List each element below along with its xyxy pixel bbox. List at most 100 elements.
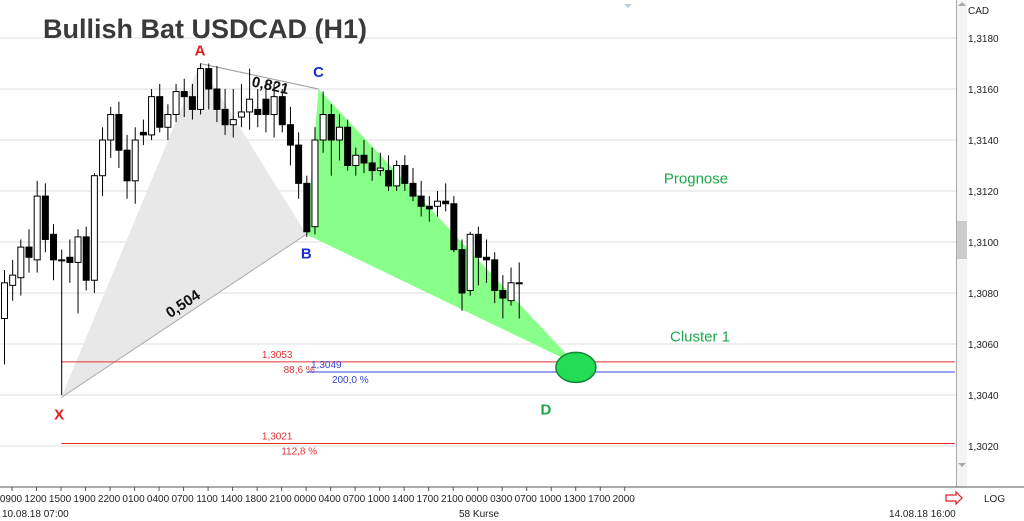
candle-bullish bbox=[319, 114, 327, 141]
y-tick-label: 1,3040 bbox=[968, 391, 999, 402]
candle-bullish bbox=[164, 114, 172, 128]
end-date-label: 14.08.18 16:00 bbox=[889, 509, 956, 520]
scroll-up-icon[interactable] bbox=[958, 2, 966, 6]
time-axis-area bbox=[0, 488, 1024, 521]
candle-bearish bbox=[474, 233, 482, 258]
candle-bearish bbox=[450, 203, 458, 251]
y-tick-label: 1,3060 bbox=[968, 340, 999, 351]
candle-bullish bbox=[434, 200, 442, 207]
x-tick-label: 1700 bbox=[588, 494, 611, 505]
start-date-label: 10.08.18 07:00 bbox=[2, 509, 69, 520]
candle-bullish bbox=[335, 126, 343, 141]
level-price-label: 1,3021 bbox=[262, 431, 293, 442]
candle-bullish bbox=[270, 96, 278, 116]
candle-bearish bbox=[278, 96, 286, 126]
candle-bullish bbox=[237, 111, 245, 118]
candle-bullish bbox=[17, 246, 25, 279]
y-tick-label: 1,3140 bbox=[968, 136, 999, 147]
candle-bullish bbox=[311, 139, 319, 228]
candle-bullish bbox=[197, 68, 205, 110]
candle-bearish bbox=[66, 256, 74, 263]
candle-bearish bbox=[139, 131, 147, 136]
candle-bullish bbox=[131, 139, 139, 182]
y-tick-label: 1,3160 bbox=[968, 85, 999, 96]
scale-mode-button[interactable]: LOG bbox=[984, 494, 1005, 505]
x-tick-label: 1000 bbox=[539, 494, 562, 505]
y-tick-label: 1,3100 bbox=[968, 238, 999, 249]
candle-bearish bbox=[254, 108, 262, 116]
x-tick-label: 2100 bbox=[269, 494, 292, 505]
candle-bearish bbox=[384, 170, 392, 187]
candle-bearish bbox=[180, 91, 188, 98]
candle-bearish bbox=[123, 149, 131, 182]
candle-bearish bbox=[409, 182, 417, 197]
levels-layer: 1,3053 88,6 %1,3049 200,0 % 1,3021 112,8 % bbox=[61, 350, 955, 457]
point-d-label: D bbox=[540, 401, 551, 418]
candle-bullish bbox=[148, 96, 156, 136]
candle-bearish bbox=[425, 205, 433, 210]
candle-bullish bbox=[9, 274, 17, 286]
candle-bearish bbox=[458, 249, 466, 294]
scroll-down-icon[interactable] bbox=[958, 463, 966, 467]
x-tick-label: 1100 bbox=[196, 494, 218, 505]
point-a-label: A bbox=[195, 43, 206, 60]
candle-bullish bbox=[107, 114, 115, 141]
x-tick-label: 0700 bbox=[171, 494, 194, 505]
candle-bearish bbox=[417, 195, 425, 207]
x-tick-label: 0100 bbox=[122, 494, 145, 505]
x-tick-label: 2000 bbox=[613, 494, 636, 505]
x-tick-label: 1400 bbox=[220, 494, 243, 505]
candle-bearish bbox=[82, 236, 90, 281]
candle-bullish bbox=[507, 282, 515, 302]
candle-bearish bbox=[286, 124, 294, 146]
candle-bullish bbox=[90, 175, 98, 281]
x-tick-label: 0000 bbox=[294, 494, 317, 505]
candle-bullish bbox=[1, 282, 8, 319]
collapse-chevron-icon[interactable] bbox=[624, 4, 632, 8]
candle-bearish bbox=[442, 200, 450, 205]
x-tick-label: 1000 bbox=[368, 494, 391, 505]
chart-title: Bullish Bat USDCAD (H1) bbox=[43, 14, 367, 44]
scrollbar-thumb[interactable] bbox=[957, 221, 967, 259]
candle-bullish bbox=[99, 139, 107, 177]
x-tick-label: 0700 bbox=[343, 494, 366, 505]
y-tick-label: 1,3020 bbox=[968, 442, 999, 453]
candle-bearish bbox=[499, 289, 507, 299]
scroll-right-arrow-icon[interactable] bbox=[945, 490, 963, 506]
currency-label: CAD bbox=[968, 6, 989, 17]
point-b-label: B bbox=[301, 245, 312, 262]
candles-layer bbox=[1, 63, 523, 395]
candle-bearish bbox=[221, 108, 229, 126]
candle-bearish bbox=[205, 68, 213, 90]
candle-bullish bbox=[376, 167, 384, 172]
candle-bullish bbox=[229, 119, 237, 126]
x-tick-label: 1200 bbox=[24, 494, 47, 505]
candle-bullish bbox=[172, 91, 180, 116]
x-tick-label: 0000 bbox=[466, 494, 489, 505]
y-tick-label: 1,3080 bbox=[968, 289, 999, 300]
candle-bearish bbox=[295, 144, 303, 184]
level-percent-label: 112,8 % bbox=[281, 446, 317, 457]
candle-bearish bbox=[401, 165, 409, 184]
candle-bullish bbox=[58, 259, 66, 262]
x-tick-label: 0400 bbox=[147, 494, 170, 505]
level-price-label: 1,3049 bbox=[311, 360, 342, 371]
x-tick-label: 0700 bbox=[515, 494, 538, 505]
candle-bearish bbox=[344, 126, 352, 166]
level-percent-label: 200,0 % bbox=[332, 375, 369, 386]
candle-bearish bbox=[483, 256, 491, 261]
candle-bearish bbox=[327, 114, 335, 141]
level-price-label: 1,3053 bbox=[262, 350, 293, 361]
x-tick-label: 1500 bbox=[49, 494, 72, 505]
xab-triangle bbox=[61, 63, 307, 398]
candle-bearish bbox=[25, 246, 33, 258]
x-tick-label: 0900 bbox=[0, 494, 23, 505]
y-tick-label: 1,3120 bbox=[968, 187, 999, 198]
candle-bearish bbox=[213, 88, 221, 110]
candle-bearish bbox=[115, 114, 123, 151]
y-tick-label: 1,3180 bbox=[968, 34, 999, 45]
bar-count-label: 58 Kurse bbox=[459, 509, 499, 520]
candle-bullish bbox=[466, 233, 474, 291]
x-tick-label: 0400 bbox=[319, 494, 342, 505]
